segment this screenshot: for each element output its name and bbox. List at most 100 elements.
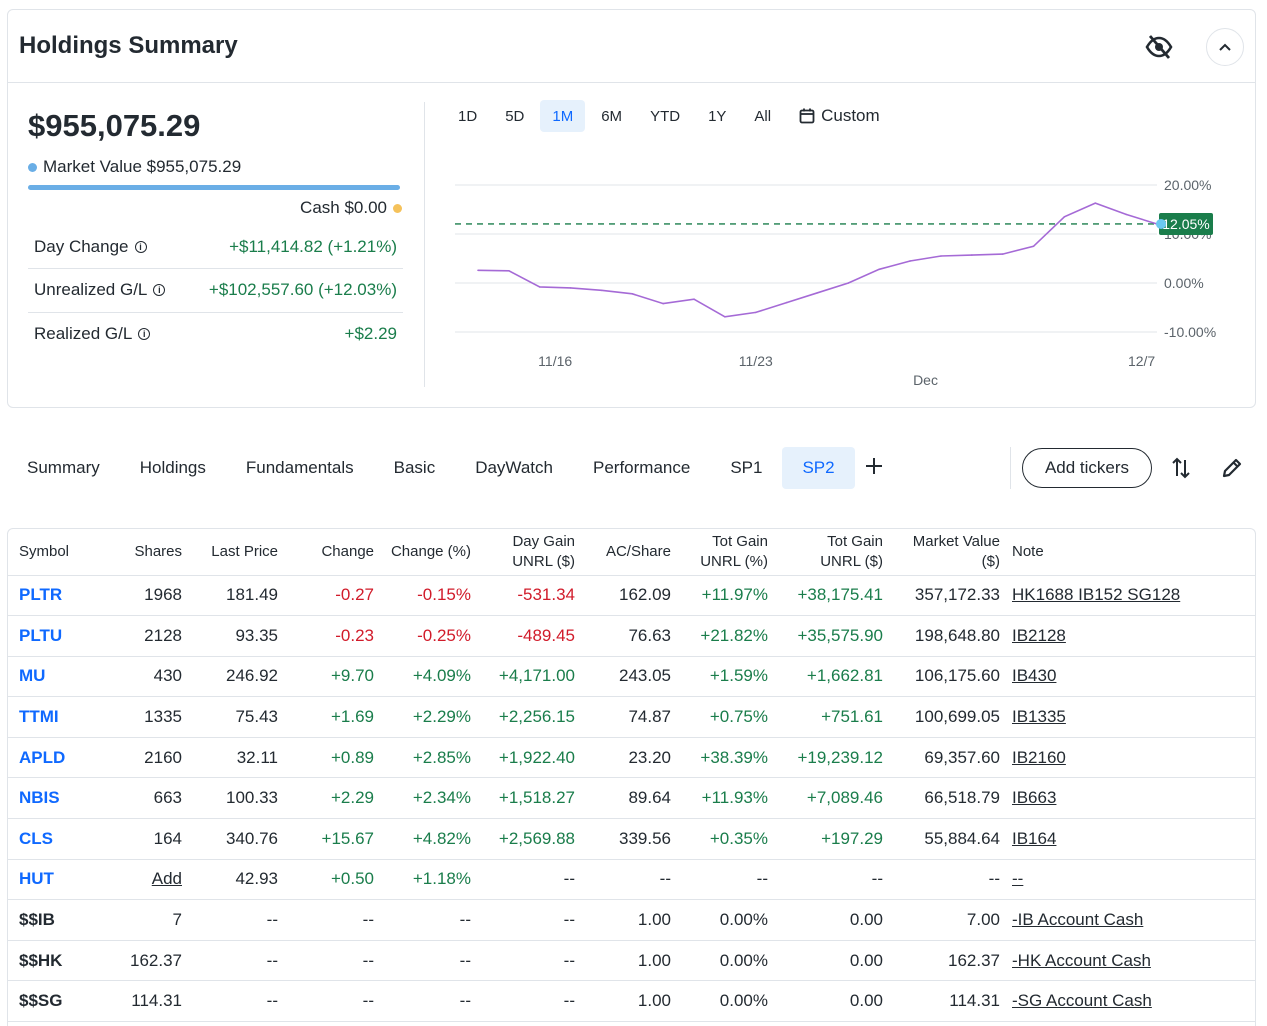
range-custom[interactable]: Custom [787, 100, 892, 132]
cell-tot-gain-usd: +19,239.12 [774, 737, 889, 779]
note-link[interactable]: -- [1006, 859, 1255, 901]
table-row[interactable]: MU 430 246.92 +9.70 +4.09% +4,171.00 243.05 +1.… [8, 656, 1255, 698]
range-all[interactable]: All [754, 107, 772, 125]
note-link[interactable]: IB164 [1006, 818, 1255, 860]
header-symbol[interactable]: Symbol [8, 529, 100, 576]
card-title: Holdings Summary [19, 32, 238, 59]
header-shares[interactable]: Shares [100, 529, 188, 576]
range-6m[interactable]: 6M [601, 107, 623, 125]
data-point [971, 254, 973, 256]
header-ac-share[interactable]: AC/Share [581, 529, 677, 576]
note-link[interactable]: IB1335 [1006, 696, 1255, 738]
header-change-pct[interactable]: Change (%) [380, 529, 477, 576]
header-market-value[interactable]: Market Value ($) [889, 529, 1006, 576]
info-icon[interactable]: i [134, 240, 147, 253]
sort-button[interactable] [1170, 456, 1192, 485]
data-point [693, 298, 695, 300]
symbol-link[interactable]: APLD [8, 737, 100, 779]
tab-fundamentals[interactable]: Fundamentals [245, 458, 354, 477]
collapse-button[interactable] [1206, 28, 1244, 66]
symbol-link[interactable]: PLTU [8, 615, 100, 657]
table-row[interactable]: PLTR 1968 181.49 -0.27 -0.15% -531.34 162.09 +1… [8, 575, 1255, 617]
summary-divider [424, 102, 425, 387]
data-point [662, 302, 664, 305]
note-link[interactable]: IB663 [1006, 777, 1255, 820]
table-row[interactable]: APLD 2160 32.11 +0.89 +2.85% +1,922.40 23.20 +3… [8, 737, 1255, 779]
table-row[interactable]: PLTU 2128 93.35 -0.23 -0.25% -489.45 76.63 +21.… [8, 615, 1255, 657]
holdings-summary-card: Holdings Summary $955,075.29 Market Valu… [7, 9, 1256, 408]
hide-values-button[interactable] [1144, 34, 1174, 60]
tab-sp2[interactable]: SP2 [782, 447, 855, 489]
cell-ac-share: 339.56 [581, 818, 677, 860]
eye-off-icon [1145, 35, 1173, 59]
tab-performance[interactable]: Performance [592, 458, 691, 477]
cell-tot-gain-usd: +7,089.46 [774, 777, 889, 820]
cell-tot-gain-usd: 0.00 [774, 980, 889, 1023]
cell-day-gain: -- [477, 940, 581, 982]
table-row[interactable]: HUT Add 42.93 +0.50 +1.18% -- -- -- -- -- -- [8, 859, 1255, 901]
header-tot-gain-pct[interactable]: Tot Gain UNRL (%) [677, 529, 774, 576]
add-shares-link[interactable]: Add [100, 859, 188, 901]
note-link[interactable]: IB2160 [1006, 737, 1255, 779]
symbol-link[interactable]: TTMI [8, 696, 100, 738]
tab-basic[interactable]: Basic [393, 458, 436, 477]
cell-market-value: 198,648.80 [889, 615, 1006, 657]
tab-holdings[interactable]: Holdings [139, 458, 206, 477]
header-tot-gain-pct-line1: Tot Gain [712, 532, 768, 550]
info-icon[interactable]: i [138, 327, 151, 340]
symbol-link[interactable]: PLTR [8, 575, 100, 617]
range-5d[interactable]: 5D [505, 107, 525, 125]
header-change[interactable]: Change [284, 529, 380, 576]
info-icon[interactable]: i [153, 283, 166, 296]
table-row[interactable]: $$SG 114.31 -- -- -- -- 1.00 0.00% 0.00 114.31 -SG… [8, 980, 1255, 1023]
range-selector: 1D 5D 1M 6M YTD 1Y All Custom [446, 100, 896, 132]
total-value: $955,075.29 [28, 108, 201, 143]
edit-button[interactable] [1220, 456, 1244, 485]
cell-tot-gain-pct: 0.00% [677, 899, 774, 941]
day-change-label: Day Change [34, 236, 129, 256]
holdings-table: Symbol Shares Last Price Change Change (… [7, 528, 1256, 1026]
cell-day-gain: -489.45 [477, 615, 581, 657]
table-row[interactable]: CLS 164 340.76 +15.67 +4.82% +2,569.88 339.56 +… [8, 818, 1255, 860]
add-view-button[interactable] [865, 454, 883, 482]
table-row[interactable]: NBIS 663 100.33 +2.29 +2.34% +1,518.27 89.64 +1… [8, 777, 1255, 820]
note-link[interactable]: IB430 [1006, 656, 1255, 698]
table-row[interactable]: $$IB 7 -- -- -- -- 1.00 0.00% 0.00 7.00 -IB Accoun… [8, 899, 1255, 941]
data-point [1125, 213, 1127, 216]
header-tot-gain-usd[interactable]: Tot Gain UNRL ($) [774, 529, 889, 576]
cell-ac-share: 74.87 [581, 696, 677, 738]
cell-last-price: 340.76 [188, 818, 284, 860]
note-link[interactable]: -SG Account Cash [1006, 980, 1255, 1023]
header-day-gain[interactable]: Day Gain UNRL ($) [477, 529, 581, 576]
cash-line: Cash $0.00 [28, 198, 402, 218]
cell-market-value: 7.00 [889, 899, 1006, 941]
range-ytd[interactable]: YTD [650, 107, 681, 125]
symbol-link[interactable]: HUT [8, 859, 100, 901]
note-link[interactable]: -HK Account Cash [1006, 940, 1255, 982]
range-1m[interactable]: 1M [540, 100, 586, 132]
header-note[interactable]: Note [1006, 529, 1255, 576]
note-link[interactable]: -IB Account Cash [1006, 899, 1255, 941]
note-link[interactable]: IB2128 [1006, 615, 1255, 657]
symbol-link[interactable]: MU [8, 656, 100, 698]
cash-label: Cash $0.00 [300, 198, 387, 217]
symbol-link[interactable]: CLS [8, 818, 100, 860]
tab-summary[interactable]: Summary [27, 458, 100, 477]
range-1y[interactable]: 1Y [708, 107, 727, 125]
cell-tot-gain-usd: 0.00 [774, 940, 889, 982]
range-1d[interactable]: 1D [458, 107, 478, 125]
table-row[interactable]: $$HK 162.37 -- -- -- -- 1.00 0.00% 0.00 162.37 -HK… [8, 940, 1255, 982]
market-value-dot [28, 162, 37, 172]
header-last-price[interactable]: Last Price [188, 529, 284, 576]
table-row[interactable]: TTMI 1335 75.43 +1.69 +2.29% +2,256.15 74.87 +0… [8, 696, 1255, 738]
cell-day-gain: +2,569.88 [477, 818, 581, 860]
cell-shares: 7 [100, 899, 188, 941]
symbol-link[interactable]: NBIS [8, 777, 100, 820]
cell-change-pct: +2.34% [380, 777, 477, 820]
tab-sp1[interactable]: SP1 [730, 458, 763, 477]
tab-daywatch[interactable]: DayWatch [475, 458, 553, 477]
note-link[interactable]: HK1688 IB152 SG128 [1006, 575, 1255, 617]
cell-day-gain: +4,171.00 [477, 656, 581, 698]
cell-day-gain: -531.34 [477, 575, 581, 617]
add-tickers-button[interactable]: Add tickers [1022, 448, 1152, 488]
